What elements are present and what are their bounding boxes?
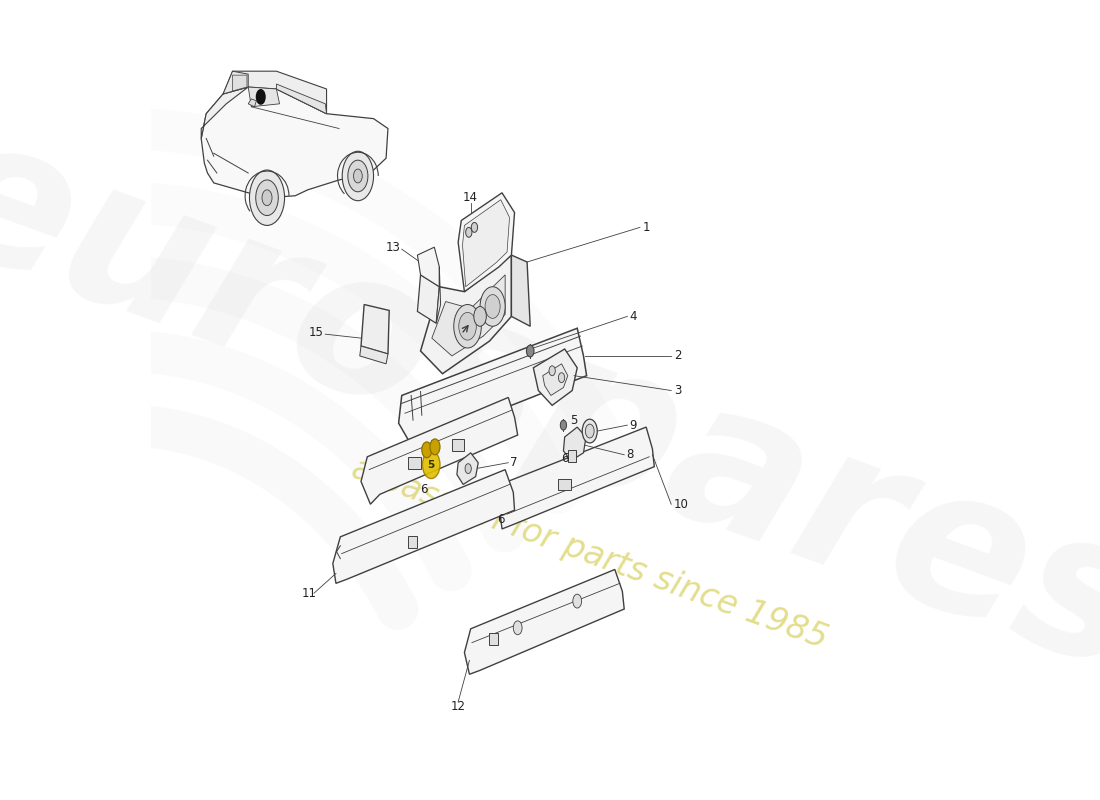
Circle shape bbox=[465, 227, 472, 238]
Circle shape bbox=[585, 424, 594, 438]
Circle shape bbox=[353, 169, 362, 183]
Polygon shape bbox=[201, 87, 249, 138]
Polygon shape bbox=[563, 427, 586, 461]
Polygon shape bbox=[398, 328, 586, 445]
Polygon shape bbox=[360, 346, 388, 364]
Text: 9: 9 bbox=[629, 418, 637, 432]
Circle shape bbox=[255, 89, 266, 105]
Polygon shape bbox=[437, 267, 441, 323]
Circle shape bbox=[471, 222, 477, 232]
Circle shape bbox=[459, 313, 476, 340]
Circle shape bbox=[262, 190, 272, 206]
Polygon shape bbox=[456, 453, 478, 485]
Polygon shape bbox=[432, 275, 505, 356]
Polygon shape bbox=[568, 450, 576, 462]
Circle shape bbox=[573, 594, 582, 608]
Text: 5: 5 bbox=[428, 460, 435, 470]
Polygon shape bbox=[542, 364, 568, 395]
Circle shape bbox=[485, 294, 501, 318]
Circle shape bbox=[422, 451, 440, 478]
Circle shape bbox=[421, 442, 432, 458]
Circle shape bbox=[348, 160, 367, 192]
Polygon shape bbox=[361, 398, 518, 504]
Text: 2: 2 bbox=[673, 350, 681, 362]
Polygon shape bbox=[534, 349, 578, 406]
Circle shape bbox=[342, 151, 374, 201]
Circle shape bbox=[465, 464, 471, 474]
Text: 8: 8 bbox=[626, 448, 634, 462]
Polygon shape bbox=[417, 247, 439, 286]
Polygon shape bbox=[464, 570, 624, 674]
Text: 3: 3 bbox=[673, 384, 681, 397]
Polygon shape bbox=[223, 71, 249, 94]
Circle shape bbox=[474, 306, 486, 326]
Polygon shape bbox=[408, 457, 420, 469]
Circle shape bbox=[527, 345, 534, 357]
Text: 15: 15 bbox=[309, 326, 323, 338]
Text: 6: 6 bbox=[497, 513, 505, 526]
Circle shape bbox=[559, 373, 564, 382]
Polygon shape bbox=[249, 99, 256, 106]
Circle shape bbox=[454, 305, 482, 348]
Text: 6: 6 bbox=[562, 452, 569, 466]
Circle shape bbox=[480, 286, 505, 326]
Polygon shape bbox=[249, 87, 279, 106]
Polygon shape bbox=[201, 87, 388, 198]
Polygon shape bbox=[458, 193, 515, 292]
Text: 1: 1 bbox=[642, 221, 650, 234]
Circle shape bbox=[255, 180, 278, 215]
Polygon shape bbox=[223, 71, 327, 114]
Polygon shape bbox=[408, 536, 417, 548]
Text: 11: 11 bbox=[301, 586, 317, 600]
Text: 5: 5 bbox=[570, 414, 578, 426]
Polygon shape bbox=[559, 478, 571, 490]
Circle shape bbox=[560, 420, 566, 430]
Circle shape bbox=[549, 366, 556, 376]
Text: eurospares: eurospares bbox=[0, 96, 1100, 714]
Polygon shape bbox=[420, 255, 512, 374]
Text: 10: 10 bbox=[673, 498, 689, 510]
Circle shape bbox=[250, 170, 285, 226]
Polygon shape bbox=[490, 633, 498, 645]
Text: 4: 4 bbox=[630, 310, 637, 323]
Circle shape bbox=[582, 419, 597, 443]
Polygon shape bbox=[512, 255, 530, 326]
Polygon shape bbox=[462, 200, 509, 286]
Text: 13: 13 bbox=[386, 241, 402, 254]
Circle shape bbox=[430, 439, 440, 454]
Polygon shape bbox=[333, 470, 515, 583]
Polygon shape bbox=[232, 75, 248, 91]
Polygon shape bbox=[417, 275, 439, 323]
Polygon shape bbox=[276, 84, 327, 114]
Text: 7: 7 bbox=[510, 456, 518, 470]
Polygon shape bbox=[452, 439, 464, 451]
Polygon shape bbox=[499, 427, 654, 529]
Polygon shape bbox=[361, 305, 389, 354]
Text: 14: 14 bbox=[463, 191, 478, 204]
Text: 6: 6 bbox=[420, 483, 428, 496]
Text: 12: 12 bbox=[451, 701, 465, 714]
Circle shape bbox=[514, 621, 522, 634]
Text: a passion for parts since 1985: a passion for parts since 1985 bbox=[348, 452, 833, 655]
